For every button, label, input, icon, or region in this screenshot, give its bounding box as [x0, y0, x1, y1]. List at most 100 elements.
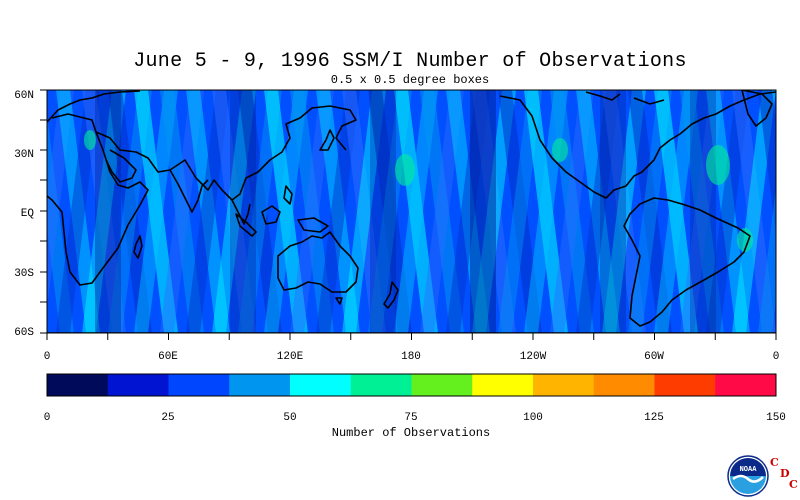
swath-band: [394, 90, 438, 333]
swath-band: [732, 90, 776, 333]
lon-label-120e: 120E: [277, 351, 304, 363]
colorbar-tick-150: 150: [766, 412, 786, 424]
colorbar-tick-25: 25: [161, 412, 174, 424]
swath-band: [498, 90, 542, 333]
greenland-outline: [741, 90, 773, 127]
colorbar-segment: [107, 374, 169, 396]
coastlines: [47, 90, 776, 333]
lat-label-eq: EQ: [21, 208, 35, 220]
eurasia-outline: [47, 90, 357, 201]
swath-band: [628, 90, 672, 333]
arctic-islands: [585, 91, 665, 105]
high-count-patch: [552, 138, 568, 162]
australia-outline: [277, 231, 359, 293]
colorbar-segment: [533, 374, 595, 396]
cdc-letter-3: C: [789, 478, 798, 491]
swath-band: [758, 187, 776, 333]
axis-ticks: [40, 89, 777, 340]
swath-band: [420, 90, 464, 333]
noaa-logo-text: NOAA: [740, 466, 758, 474]
swath-band: [784, 90, 800, 333]
swath-band: [264, 90, 308, 333]
high-count-patch: [395, 154, 415, 186]
swath-band: [238, 90, 282, 333]
swath-band: [264, 90, 308, 333]
swath-band: [524, 90, 568, 333]
colorbar-segment: [411, 374, 473, 396]
swath-band: [758, 90, 776, 236]
swath-band: [368, 90, 412, 333]
swath-band: [290, 90, 334, 333]
colorbar-tick-0: 0: [44, 412, 51, 424]
south-america-outline: [623, 197, 751, 327]
colorbar-label: Number of Observations: [332, 426, 490, 440]
swath-band: [56, 90, 100, 333]
satellite-swaths: [47, 90, 800, 333]
high-count-patches: [84, 130, 753, 252]
swath-band: [498, 90, 542, 333]
north-america-outline: [499, 91, 776, 199]
colorbar-segment: [654, 374, 716, 396]
map-field: [47, 90, 800, 333]
swath-band: [420, 90, 464, 333]
swath-band: [628, 90, 672, 333]
longitude-axis: 0 60E 120E 180 120W 60W 0: [44, 351, 780, 363]
africa-outline: [47, 113, 149, 286]
lon-label-180: 180: [401, 351, 421, 363]
swath-band: [212, 90, 256, 333]
noaa-logo-icon: NOAA: [727, 455, 769, 497]
new-guinea-outline: [297, 217, 329, 233]
colorbar-frame: [46, 373, 777, 397]
colorbar-segment: [593, 374, 655, 396]
colorbar-segment: [715, 374, 777, 396]
swath-band: [732, 90, 776, 333]
swath-band: [134, 90, 178, 333]
colorbar-tick-75: 75: [404, 412, 417, 424]
swath-band: [472, 90, 516, 333]
india-outline: [169, 169, 209, 213]
low-count-band: [470, 90, 496, 333]
swath-band: [550, 90, 594, 333]
swath-band: [394, 90, 438, 333]
swath-band: [160, 90, 204, 333]
swath-band: [446, 90, 490, 333]
lat-label-60s: 60S: [14, 327, 34, 339]
swath-band: [602, 90, 646, 333]
swath-band: [186, 90, 230, 333]
lat-label-30n: 30N: [14, 149, 34, 161]
sumatra-outline: [235, 213, 257, 237]
lon-label-0-right: 0: [773, 351, 780, 363]
swath-band: [654, 90, 698, 333]
colorbar-tick-125: 125: [644, 412, 664, 424]
colorbar: [47, 374, 777, 396]
colorbar-tick-50: 50: [283, 412, 296, 424]
low-count-band: [95, 90, 121, 333]
low-count-band: [600, 90, 626, 333]
swath-band: [472, 90, 516, 333]
swath-band: [368, 90, 412, 333]
map-subtitle: 0.5 x 0.5 degree boxes: [330, 73, 490, 87]
colorbar-ticks: 0 25 50 75 100 125 150: [44, 412, 786, 424]
swath-band: [342, 90, 386, 333]
borneo-outline: [261, 205, 281, 225]
lat-label-60n: 60N: [14, 90, 34, 102]
swath-band: [160, 90, 204, 333]
low-count-band: [230, 90, 256, 333]
colorbar-segment: [350, 374, 412, 396]
swath-band: [446, 90, 490, 333]
swath-band: [784, 90, 800, 333]
swath-band: [108, 90, 152, 333]
map-title: June 5 - 9, 1996 SSM/I Number of Observa…: [133, 50, 687, 73]
new-zealand-outline: [383, 281, 399, 309]
japan-outline: [319, 129, 335, 151]
swath-band: [134, 90, 178, 333]
swath-band: [56, 90, 100, 333]
cdc-letter-1: C: [770, 456, 779, 469]
swath-band: [186, 90, 230, 333]
colorbar-segment: [47, 374, 109, 396]
swath-band: [108, 90, 152, 333]
madagascar-outline: [133, 235, 143, 259]
colorbar-segment: [472, 374, 534, 396]
swath-band: [576, 90, 620, 333]
